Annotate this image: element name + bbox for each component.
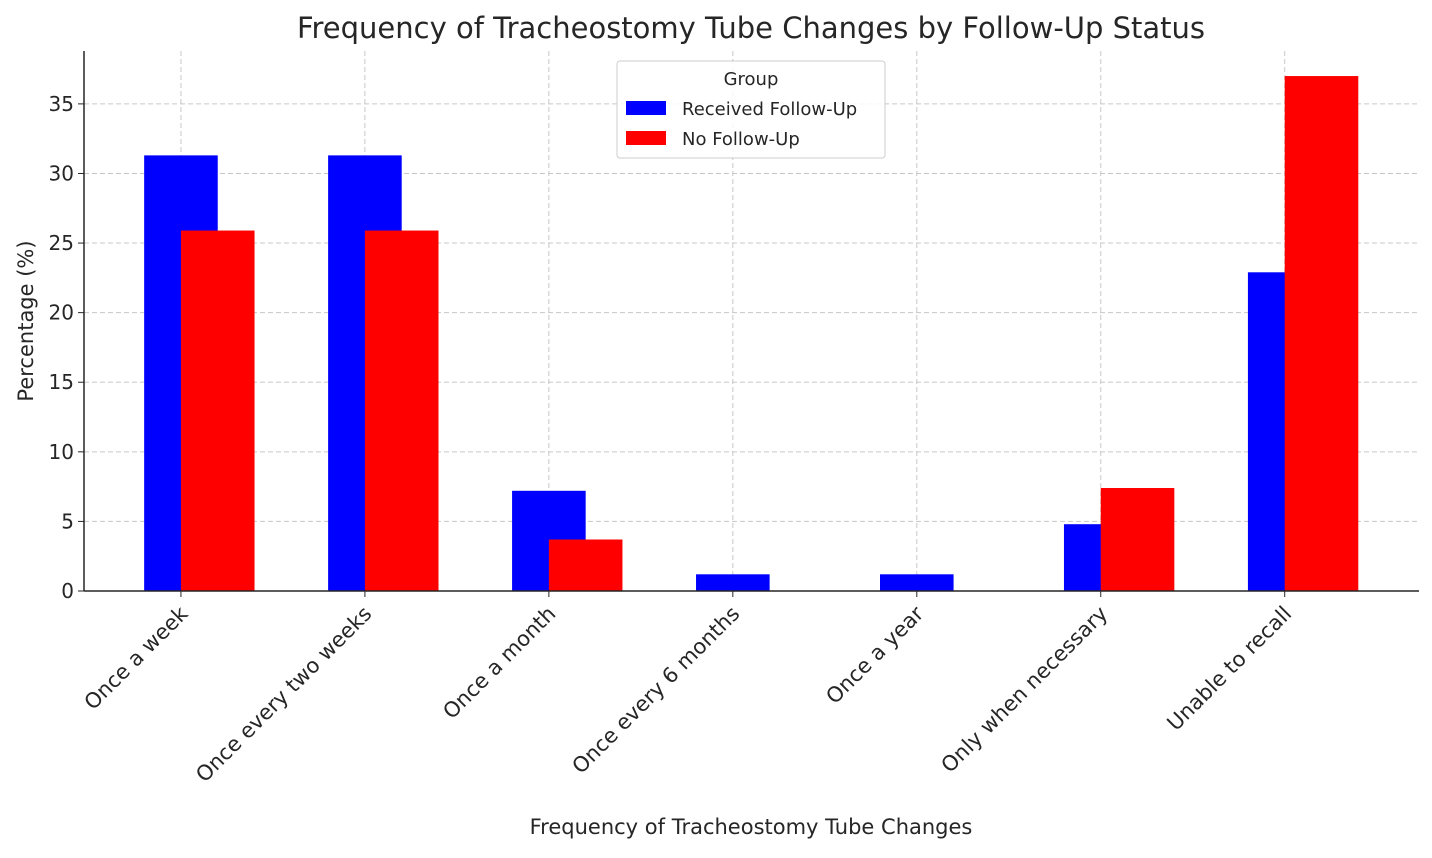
bar-no-follow-up [1284,76,1359,592]
y-tick-label: 25 [49,231,74,255]
y-tick-label: 5 [61,509,74,533]
bar-no-follow-up [1100,488,1175,591]
x-axis-label: Frequency of Tracheostomy Tube Changes [530,815,973,839]
y-tick-label: 15 [49,370,74,394]
x-tick-label: Once every two weeks [191,602,376,787]
legend-title: Group [724,69,779,90]
legend-swatch-no-follow-up [626,131,666,145]
x-tick-label: Once a week [80,601,194,715]
x-tick-label: Once every 6 months [567,602,744,779]
x-tick-label: Only when necessary [936,602,1112,778]
bar-received-follow-up [879,574,954,591]
bar-no-follow-up [364,230,439,592]
bar-no-follow-up [548,539,623,591]
y-tick-label: 20 [49,301,74,325]
x-tick-label: Once a year [821,601,928,708]
y-tick-label: 30 [49,161,74,185]
legend: Group Received Follow-Up No Follow-Up [616,60,886,159]
legend-label-received: Received Follow-Up [682,99,857,120]
bar-no-follow-up [180,230,255,592]
x-tick-label: Unable to recall [1162,602,1296,736]
chart-title: Frequency of Tracheostomy Tube Changes b… [297,11,1205,45]
bar-received-follow-up [696,574,770,591]
y-tick-label: 35 [49,92,74,116]
x-tick-label: Once a month [438,602,560,724]
y-axis-label: Percentage (%) [14,240,38,401]
legend-label-no-follow-up: No Follow-Up [682,129,800,150]
legend-swatch-received [626,101,666,115]
y-tick-label: 10 [49,440,74,464]
y-tick-label: 0 [61,579,74,603]
